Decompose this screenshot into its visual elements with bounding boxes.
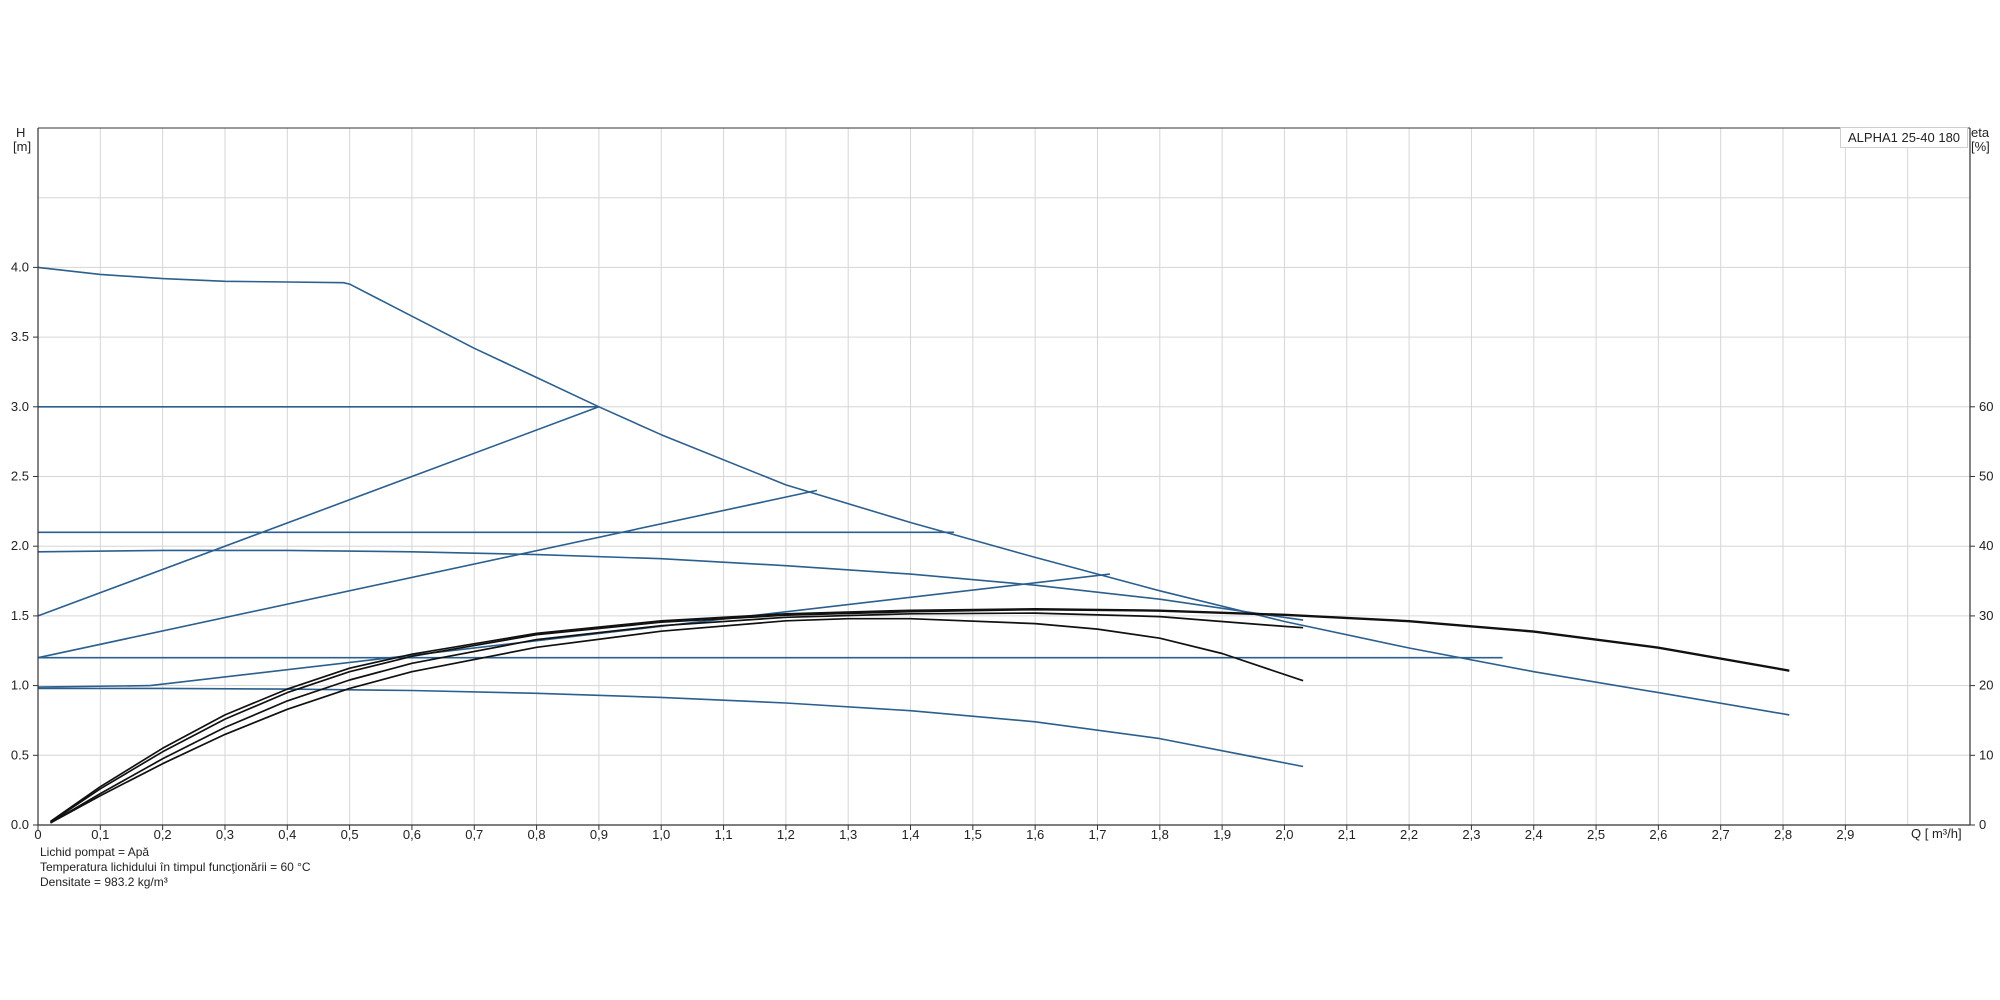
x-tick-label: 0,4 (278, 827, 296, 842)
x-tick-label: 2,6 (1649, 827, 1667, 842)
y-left-tick-label: 4.0 (11, 259, 29, 274)
fluid-info-line-density: Densitate = 983.2 kg/m³ (40, 875, 168, 889)
efficiency-curve-1 (50, 608, 1790, 823)
y-left-axis-label-unit: [m] (13, 139, 31, 154)
x-tick-label: 1,2 (777, 827, 795, 842)
y-left-tick-label: 2.5 (11, 469, 29, 484)
legend: ALPHA1 25-40 180 (1840, 127, 1969, 148)
x-tick-label: 1,3 (839, 827, 857, 842)
efficiency-curve-3 (50, 612, 1304, 824)
x-tick-label: 2,9 (1836, 827, 1854, 842)
x-tick-label: 1,1 (715, 827, 733, 842)
grid-lines (38, 127, 1971, 825)
x-tick-label: 2,1 (1338, 827, 1356, 842)
x-tick-labels: 0 0,1 0,2 0,3 0,4 0,5 0,6 0,7 0,8 0,9 1,0 1,1 1,2 1,3… (34, 825, 1854, 842)
x-tick-label: 2,4 (1525, 827, 1543, 842)
y-right-tick-labels: 0 10 20 30 40 50 60 (1970, 399, 1993, 832)
x-tick-label: 0,2 (154, 827, 172, 842)
efficiency-curves (50, 608, 1790, 824)
x-tick-label: 2,2 (1400, 827, 1418, 842)
x-tick-label: 1,8 (1151, 827, 1169, 842)
x-tick-label: 0,3 (216, 827, 234, 842)
y-right-tick-label: 20 (1979, 678, 1993, 693)
head-curve-3 (37, 406, 600, 617)
head-curve-7 (37, 684, 151, 688)
x-tick-label: 1,4 (901, 827, 919, 842)
x-tick-label: 2,7 (1712, 827, 1730, 842)
head-curves (37, 266, 1790, 768)
y-left-tick-label: 0.5 (11, 747, 29, 762)
y-right-tick-label: 0 (1979, 817, 1986, 832)
x-tick-label: 2,5 (1587, 827, 1605, 842)
y-right-tick-label: 60 (1979, 399, 1993, 414)
x-tick-label: 0,5 (341, 827, 359, 842)
y-left-tick-label: 3.5 (11, 329, 29, 344)
fluid-info-line-temperature: Temperatura lichidului în timpul funcţio… (40, 860, 311, 874)
head-curve-10 (38, 687, 1304, 768)
y-right-axis-label-unit: [%] (1971, 139, 1990, 154)
x-tick-label: 1,6 (1026, 827, 1044, 842)
x-tick-label: 0,7 (465, 827, 483, 842)
y-right-tick-label: 40 (1979, 538, 1993, 553)
head-curve-1 (37, 266, 1790, 716)
y-right-tick-label: 50 (1979, 469, 1993, 484)
y-left-tick-label: 1.0 (11, 678, 29, 693)
y-left-axis-label-symbol: H (16, 125, 25, 140)
x-tick-label: 0,1 (91, 827, 109, 842)
head-curve-5 (37, 489, 818, 659)
y-left-tick-label: 3.0 (11, 399, 29, 414)
y-left-tick-label: 0.0 (11, 817, 29, 832)
x-tick-label: 0 (34, 827, 41, 842)
x-tick-label: 0,6 (403, 827, 421, 842)
y-left-tick-label: 1.5 (11, 608, 29, 623)
y-right-tick-label: 10 (1979, 747, 1993, 762)
y-right-tick-label: 30 (1979, 608, 1993, 623)
x-tick-label: 2,8 (1774, 827, 1792, 842)
x-tick-label: 0,9 (590, 827, 608, 842)
x-axis-label: Q [ m³/h] (1911, 826, 1962, 841)
y-left-tick-labels: 0.0 0.5 1.0 1.5 2.0 2.5 3.0 3.5 4.0 (11, 259, 38, 832)
x-tick-label: 1,7 (1088, 827, 1106, 842)
fluid-info: Lichid pompat = Apă Temperatura lichidul… (40, 845, 311, 890)
efficiency-curve-2 (50, 608, 1790, 823)
efficiency-curve-4 (50, 617, 1304, 824)
x-tick-label: 2,3 (1462, 827, 1480, 842)
x-tick-label: 1,5 (964, 827, 982, 842)
fluid-info-line-pumped-liquid: Lichid pompat = Apă (40, 845, 150, 859)
y-right-axis-label-symbol: eta (1971, 125, 1990, 140)
x-tick-label: 1,0 (652, 827, 670, 842)
x-tick-label: 2,0 (1275, 827, 1293, 842)
x-tick-label: 1,9 (1213, 827, 1231, 842)
x-tick-label: 0,8 (528, 827, 546, 842)
head-curve-9 (37, 549, 1304, 621)
y-left-tick-label: 2.0 (11, 538, 29, 553)
